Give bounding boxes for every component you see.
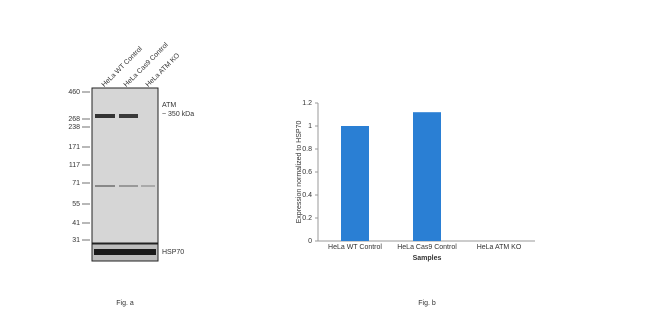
caption: Fig. b — [418, 300, 436, 307]
loading-label: HSP70 — [162, 249, 184, 256]
blot-membrane — [91, 87, 159, 244]
target-label: ATM — [162, 102, 176, 109]
marker-label: 117 — [69, 162, 80, 169]
y-tick-label: 0.6 — [302, 169, 312, 176]
band — [119, 185, 138, 187]
marker-label: 460 — [68, 89, 80, 96]
bar — [341, 126, 369, 241]
marker-label: 55 — [72, 201, 80, 208]
x-tick-label: HeLa WT Control — [328, 244, 382, 251]
lane-label: HeLa WT Control — [101, 45, 144, 88]
x-tick-label: HeLa ATM KO — [477, 244, 522, 251]
y-tick-label: 1 — [308, 123, 312, 130]
x-axis-label: Samples — [413, 255, 442, 262]
marker-label: 268 — [68, 116, 80, 123]
y-tick-label: 0.2 — [302, 215, 312, 222]
marker-label: 171 — [68, 144, 80, 151]
marker-label: 238 — [68, 124, 80, 131]
marker-label: 41 — [72, 220, 80, 227]
x-tick-label: HeLa Cas9 Control — [397, 244, 457, 251]
band — [119, 114, 138, 118]
band — [94, 249, 156, 255]
band — [95, 114, 115, 118]
y-tick-label: 0.8 — [302, 146, 312, 153]
band — [95, 185, 115, 187]
y-tick-label: 0 — [308, 238, 312, 245]
y-axis-label: Expression normalized to HSP70 — [296, 121, 303, 224]
marker-label: 71 — [72, 180, 80, 187]
band — [141, 185, 155, 187]
caption: Fig. a — [116, 300, 134, 307]
y-tick-label: 1.2 — [302, 100, 312, 107]
y-tick-label: 0.4 — [302, 192, 312, 199]
marker-label: 31 — [72, 237, 80, 244]
target-size: ~ 350 kDa — [162, 111, 194, 118]
bar — [413, 112, 441, 241]
